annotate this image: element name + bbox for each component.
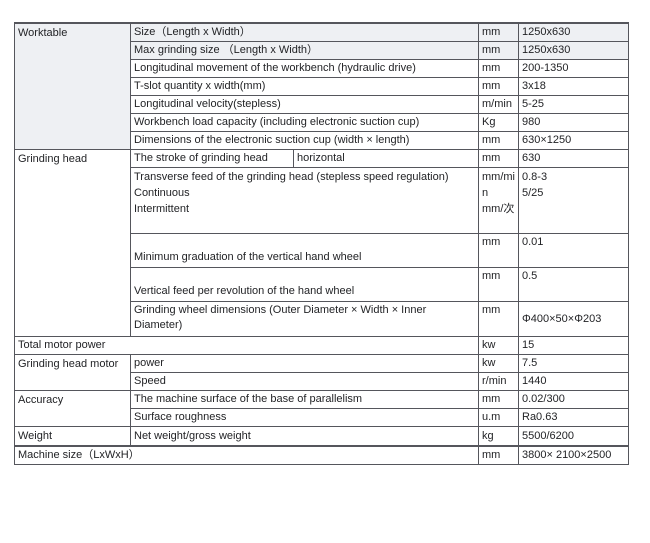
param-cell: Transverse feed of the grinding head (st… [130, 167, 479, 234]
value-cell: 200-1350 [518, 59, 629, 78]
param-cell: Grinding wheel dimensions (Outer Diamete… [130, 301, 479, 337]
table-row: Surface roughness u.m Ra0.63 [15, 408, 629, 427]
table-row: Dimensions of the electronic suction cup… [15, 131, 629, 150]
value-cell: 0.02/300 [518, 390, 629, 409]
group-label-accuracy: Accuracy [14, 390, 131, 427]
value-cell: 0.8-3 5/25 [518, 167, 629, 234]
param-cell: Dimensions of the electronic suction cup… [130, 131, 479, 150]
unit-cell: mm [478, 41, 519, 60]
table-row: Machine size（LxWxH） mm 3800× 2100×2500 [14, 445, 629, 465]
value-cell: 15 [518, 336, 629, 355]
table-row: Max grinding size （Length x Width） mm 12… [15, 41, 629, 60]
param-cell: Longitudinal velocity(stepless) [130, 95, 479, 114]
table-row: Worktable Size（Length x Width） mm 1250x6… [14, 22, 629, 150]
table-row: Grinding head motor power kw 7.5 [14, 354, 629, 391]
table-row: Minimum graduation of the vertical hand … [15, 233, 629, 268]
param-cell: Surface roughness [130, 408, 479, 427]
param-cell: Max grinding size （Length x Width） [130, 41, 479, 60]
param-cell: T-slot quantity x width(mm) [130, 77, 479, 96]
unit-cell: mm [478, 233, 519, 268]
unit-cell: kw [478, 336, 519, 355]
unit-cell: Kg [478, 113, 519, 132]
value-cell: Ra0.63 [518, 408, 629, 427]
unit-cell: mm [478, 445, 519, 465]
table-row: Longitudinal movement of the workbench (… [15, 59, 629, 78]
group-label-worktable: Worktable [14, 22, 131, 150]
unit-cell: r/min [478, 372, 519, 391]
unit-cell: mm [478, 149, 519, 168]
param-cell: The stroke of grinding head [130, 149, 294, 168]
group-label-grinding-head: Grinding head [14, 149, 131, 337]
value-cell: 1250x630 [518, 41, 629, 60]
param-sub-cell: horizontal [293, 149, 479, 168]
group-label-machine-size: Machine size（LxWxH） [14, 445, 479, 465]
table-row: Grinding wheel dimensions (Outer Diamete… [15, 301, 629, 337]
table-row: Total motor power kw 15 [14, 336, 629, 355]
unit-cell: mm [478, 301, 519, 337]
value-cell: 630×1250 [518, 131, 629, 150]
group-label-weight: Weight [14, 426, 131, 447]
param-cell: Net weight/gross weight [130, 426, 479, 447]
unit-cell: mm [478, 390, 519, 409]
unit-cell: kg [478, 426, 519, 447]
param-cell: Workbench load capacity (including elect… [130, 113, 479, 132]
table-row: Speed r/min 1440 [15, 372, 629, 391]
param-cell: Size（Length x Width） [130, 22, 479, 42]
unit-cell: u.m [478, 408, 519, 427]
unit-cell: mm [478, 267, 519, 302]
value-cell: 3800× 2100×2500 [518, 445, 629, 465]
table-row: T-slot quantity x width(mm) mm 3x18 [15, 77, 629, 96]
value-cell: 3x18 [518, 77, 629, 96]
param-cell: Vertical feed per revolution of the hand… [130, 267, 479, 302]
unit-cell: mm [478, 22, 519, 42]
value-cell: 1250x630 [518, 22, 629, 42]
table-row: Weight Net weight/gross weight kg 5500/6… [14, 426, 629, 447]
unit-cell: mm [478, 77, 519, 96]
table-row: Grinding head The stroke of grinding hea… [14, 149, 629, 337]
value-cell: 0.5 [518, 267, 629, 302]
unit-cell: mm [478, 131, 519, 150]
unit-cell: kw [478, 354, 519, 373]
value-cell: 0.01 [518, 233, 629, 268]
value-cell: 5-25 [518, 95, 629, 114]
table-row: Accuracy The machine surface of the base… [14, 390, 629, 427]
group-label-grinding-head-motor: Grinding head motor [14, 354, 131, 391]
unit-cell: mm [478, 59, 519, 78]
table-row: Workbench load capacity (including elect… [15, 113, 629, 132]
value-cell: 630 [518, 149, 629, 168]
unit-cell: mm/mi n mm/次 [478, 167, 519, 234]
param-cell: Longitudinal movement of the workbench (… [130, 59, 479, 78]
table-row: Vertical feed per revolution of the hand… [15, 267, 629, 302]
value-cell: 980 [518, 113, 629, 132]
value-cell: 5500/6200 [518, 426, 629, 447]
spec-table: Worktable Size（Length x Width） mm 1250x6… [14, 22, 629, 465]
param-cell: The machine surface of the base of paral… [130, 390, 479, 409]
value-cell: Φ400×50×Φ203 [518, 301, 629, 337]
param-cell: power [130, 354, 479, 373]
param-cell: Speed [130, 372, 479, 391]
value-cell: 7.5 [518, 354, 629, 373]
group-label-total-motor-power: Total motor power [14, 336, 479, 355]
value-cell: 1440 [518, 372, 629, 391]
unit-cell: m/min [478, 95, 519, 114]
param-cell: Minimum graduation of the vertical hand … [130, 233, 479, 268]
